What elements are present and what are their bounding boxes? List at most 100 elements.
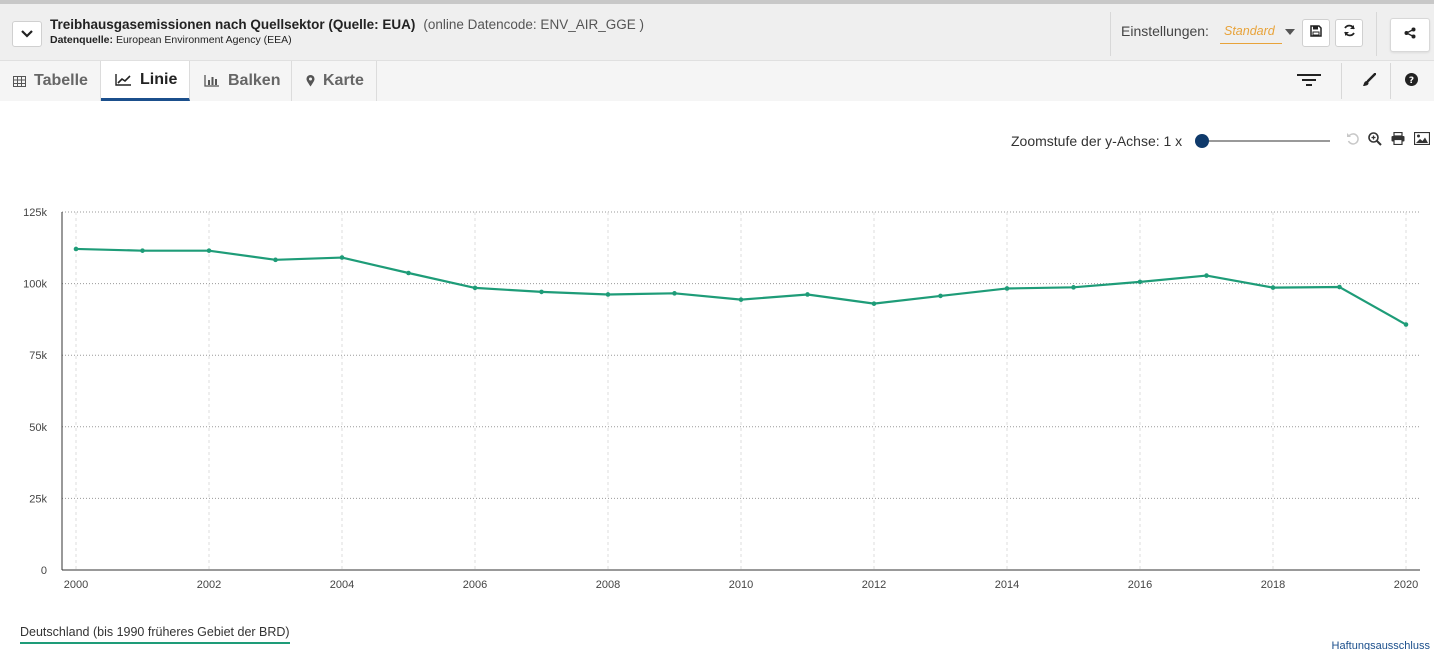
settings-label: Einstellungen: [1121, 23, 1209, 39]
x-tick-label: 2002 [197, 579, 221, 591]
data-point [1004, 286, 1010, 291]
image-export-button[interactable] [1413, 131, 1431, 150]
bar-chart-icon [204, 75, 220, 87]
y-tick-label: 25k [29, 493, 47, 505]
data-point [472, 285, 478, 291]
data-point [1204, 273, 1209, 278]
y-tick-label: 100k [23, 279, 47, 291]
data-point [1270, 285, 1276, 290]
zoom-button[interactable] [1367, 131, 1383, 151]
data-point [539, 289, 544, 295]
x-tick-label: 2012 [862, 579, 886, 591]
data-point [406, 270, 411, 276]
help-button[interactable]: ? [1403, 71, 1419, 93]
series [73, 246, 1409, 327]
data-point [738, 297, 744, 302]
svg-text:?: ? [1408, 76, 1413, 86]
divider [1376, 12, 1377, 56]
tab-label: Tabelle [34, 72, 88, 89]
tab-label: Linie [140, 70, 178, 88]
settings-select[interactable]: Standard [1220, 22, 1300, 44]
view-tabs: Tabelle Linie Balken Karte ? [0, 61, 1434, 101]
share-icon [1404, 26, 1416, 44]
y-tick-label: 0 [41, 565, 47, 577]
x-tick-label: 2006 [463, 579, 487, 591]
data-point [73, 246, 79, 252]
data-point [605, 292, 611, 297]
data-point [672, 291, 677, 296]
brush-icon [1362, 72, 1377, 92]
tab-tabelle[interactable]: Tabelle [0, 61, 101, 101]
x-axis: 2000 2002 2004 2006 2008 2010 2012 2014 2016 2018… [62, 569, 1420, 591]
x-tick-label: 2018 [1261, 579, 1285, 591]
divider [1341, 63, 1342, 99]
data-point [273, 257, 278, 263]
floppy-disk-icon [1310, 24, 1322, 42]
source-value: European Environment Agency (EEA) [115, 34, 292, 46]
x-tick-label: 2010 [729, 579, 753, 591]
undo-icon [1346, 132, 1359, 150]
source-label: Datenquelle: [50, 34, 114, 46]
top-border [0, 0, 1434, 4]
line-chart-icon [115, 73, 132, 86]
y-tick-label: 125k [23, 207, 47, 219]
x-tick-label: 2004 [330, 579, 354, 591]
data-point [871, 301, 877, 306]
settings-value: Standard [1224, 24, 1275, 38]
dataset-code: (online Datencode: ENV_AIR_GGE ) [423, 17, 644, 32]
data-point [1071, 285, 1076, 290]
data-point [206, 248, 212, 253]
chevron-down-icon [21, 25, 33, 43]
y-tick-label: 75k [29, 350, 47, 362]
data-point [1337, 284, 1342, 290]
data-point [1137, 279, 1143, 285]
zoom-slider-track[interactable] [1202, 140, 1330, 142]
divider [1110, 12, 1111, 56]
filter-button[interactable] [1296, 71, 1322, 93]
data-point [938, 293, 943, 299]
print-button[interactable] [1390, 131, 1406, 150]
tab-label: Karte [323, 72, 364, 89]
caret-down-icon [1285, 29, 1295, 35]
dataset-title: Treibhausgasemissionen nach Quellsektor … [50, 17, 416, 32]
filter-icon [1297, 73, 1321, 92]
y-tick-label: 50k [29, 422, 47, 434]
refresh-button[interactable] [1335, 19, 1363, 47]
data-point [1403, 322, 1409, 327]
legend-item[interactable]: Deutschland (bis 1990 früheres Gebiet de… [20, 625, 290, 644]
x-tick-label: 2014 [995, 579, 1019, 591]
settings-underline [1220, 43, 1282, 44]
grid [62, 211, 1420, 570]
y-axis: 0 25k 50k 75k 100k 125k [23, 207, 63, 577]
title-block: Treibhausgasemissionen nach Quellsektor … [50, 16, 644, 47]
zoom-label: Zoomstufe der y-Achse: 1 x [1011, 133, 1183, 149]
tab-karte[interactable]: Karte [292, 61, 377, 101]
divider [1390, 63, 1391, 99]
style-button[interactable] [1360, 71, 1378, 93]
data-point [339, 255, 345, 260]
disclaimer-link[interactable]: Haftungsausschluss [1331, 640, 1430, 650]
x-tick-label: 2020 [1394, 579, 1418, 591]
x-tick-label: 2016 [1128, 579, 1152, 591]
map-marker-icon [306, 75, 315, 87]
image-icon [1413, 131, 1431, 150]
x-tick-label: 2000 [64, 579, 88, 591]
reset-zoom-button[interactable] [1344, 133, 1360, 149]
dataset-header: Treibhausgasemissionen nach Quellsektor … [0, 4, 1434, 61]
tab-linie[interactable]: Linie [101, 61, 190, 101]
magnifier-icon [1368, 131, 1382, 151]
table-icon [13, 75, 26, 87]
question-icon: ? [1404, 73, 1418, 91]
refresh-icon [1343, 24, 1356, 42]
save-button[interactable] [1302, 19, 1330, 47]
zoom-slider-handle[interactable] [1195, 134, 1209, 148]
share-button[interactable] [1390, 18, 1430, 52]
x-tick-label: 2008 [596, 579, 620, 591]
tab-balken[interactable]: Balken [190, 61, 292, 101]
tab-label: Balken [228, 72, 281, 89]
printer-icon [1391, 131, 1405, 150]
collapse-button[interactable] [12, 21, 42, 47]
data-point [140, 248, 145, 253]
data-point [805, 292, 810, 297]
